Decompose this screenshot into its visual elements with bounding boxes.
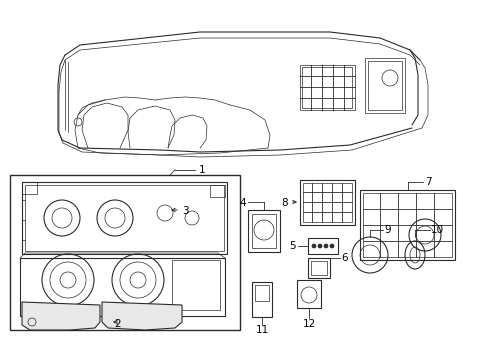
Text: 9: 9: [384, 225, 390, 235]
Bar: [247, 210, 280, 252]
Bar: [172, 260, 220, 310]
Text: 5: 5: [288, 241, 295, 251]
Circle shape: [317, 244, 321, 248]
Text: 12: 12: [302, 319, 315, 329]
Bar: [302, 67, 351, 108]
Bar: [303, 183, 351, 222]
Bar: [364, 58, 404, 113]
Bar: [209, 185, 224, 197]
Bar: [367, 61, 401, 110]
Polygon shape: [102, 302, 182, 330]
Text: 3: 3: [182, 206, 188, 216]
Text: 2: 2: [115, 319, 121, 329]
Polygon shape: [22, 302, 100, 330]
Circle shape: [329, 244, 333, 248]
Bar: [310, 261, 326, 275]
Text: 7: 7: [424, 177, 430, 187]
Bar: [251, 214, 275, 248]
Bar: [22, 182, 226, 254]
Text: 1: 1: [198, 165, 205, 175]
Bar: [362, 193, 451, 257]
Circle shape: [324, 244, 327, 248]
Circle shape: [311, 244, 315, 248]
Bar: [296, 280, 320, 308]
Text: 8: 8: [281, 198, 288, 208]
Bar: [299, 180, 354, 225]
Text: 4: 4: [239, 198, 246, 208]
Text: 11: 11: [255, 325, 268, 335]
Bar: [20, 258, 224, 316]
Bar: [359, 190, 454, 260]
Bar: [10, 175, 240, 330]
Bar: [254, 285, 268, 301]
Bar: [307, 258, 329, 278]
Text: 6: 6: [341, 253, 347, 263]
Text: 10: 10: [429, 225, 443, 235]
Bar: [307, 238, 337, 254]
Bar: [251, 282, 271, 317]
Bar: [25, 185, 224, 251]
Bar: [22, 182, 37, 194]
Bar: [299, 65, 354, 110]
